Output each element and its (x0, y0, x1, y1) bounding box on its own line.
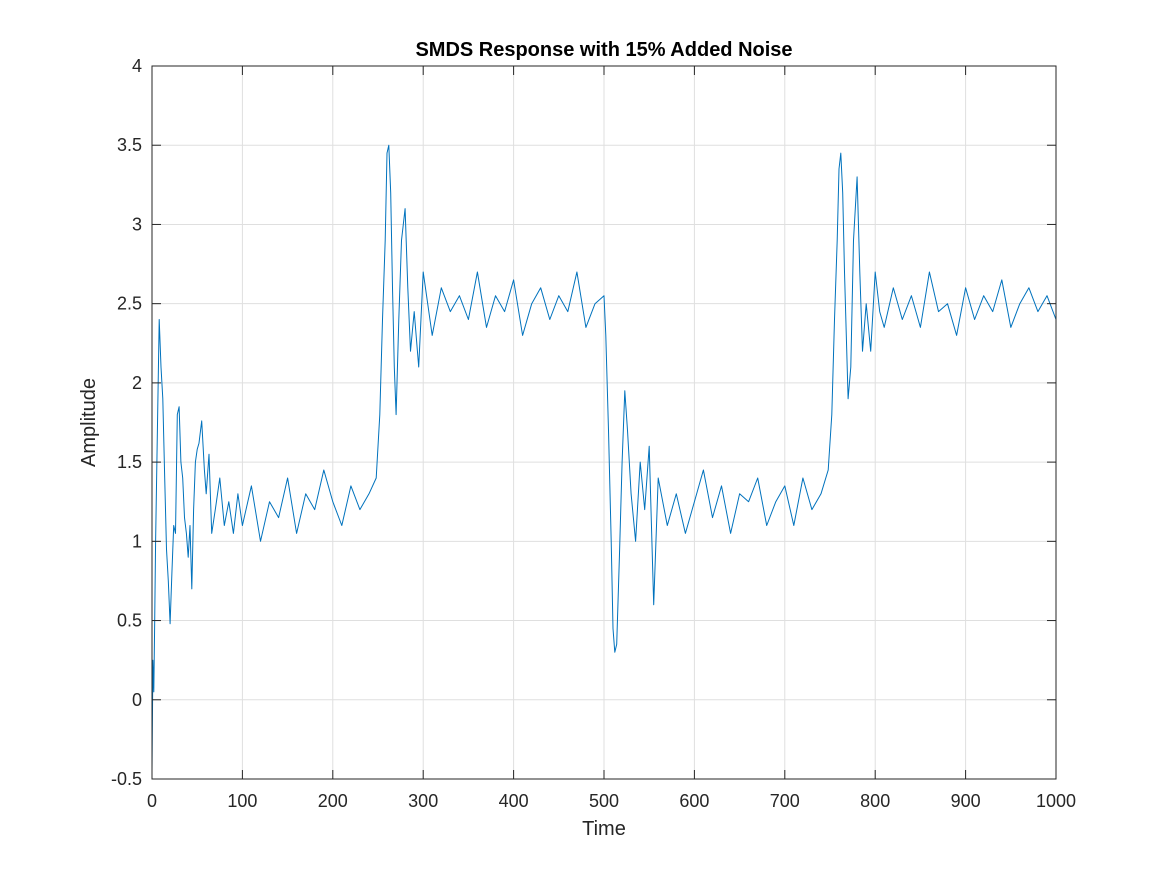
x-tick-label: 500 (589, 791, 619, 811)
y-tick-label: -0.5 (111, 769, 142, 789)
x-tick-label: 1000 (1036, 791, 1076, 811)
y-tick-label: 3.5 (117, 135, 142, 155)
x-tick-labels: 0 100 200 300 400 500 600 700 800 900 1000 (147, 791, 1076, 811)
x-tick-label: 900 (951, 791, 981, 811)
x-tick-label: 0 (147, 791, 157, 811)
y-tick-label: 2.5 (117, 294, 142, 314)
y-axis-label: Amplitude (78, 378, 100, 467)
x-tick-label: 700 (770, 791, 800, 811)
y-tick-label: 2 (132, 373, 142, 393)
x-axis-label: Time (582, 818, 626, 840)
x-tick-label: 300 (408, 791, 438, 811)
x-tick-label: 600 (679, 791, 709, 811)
y-tick-label: 3 (132, 214, 142, 234)
x-tick-label: 800 (860, 791, 890, 811)
x-tick-label: 400 (499, 791, 529, 811)
y-tick-label: 4 (132, 56, 142, 76)
y-tick-label: 1.5 (117, 452, 142, 472)
series-layer (151, 144, 1057, 772)
x-tick-label: 200 (318, 791, 348, 811)
y-tick-label: 0 (132, 690, 142, 710)
x-tick-label: 100 (227, 791, 257, 811)
tick-marks (151, 65, 1057, 780)
y-tick-label: 1 (132, 531, 142, 551)
chart-title: SMDS Response with 15% Added Noise (415, 39, 792, 61)
series-line (151, 144, 1057, 772)
y-tick-label: 0.5 (117, 611, 142, 631)
y-tick-labels: -0.5 0 0.5 1 1.5 2 2.5 3 3.5 4 (111, 56, 142, 789)
